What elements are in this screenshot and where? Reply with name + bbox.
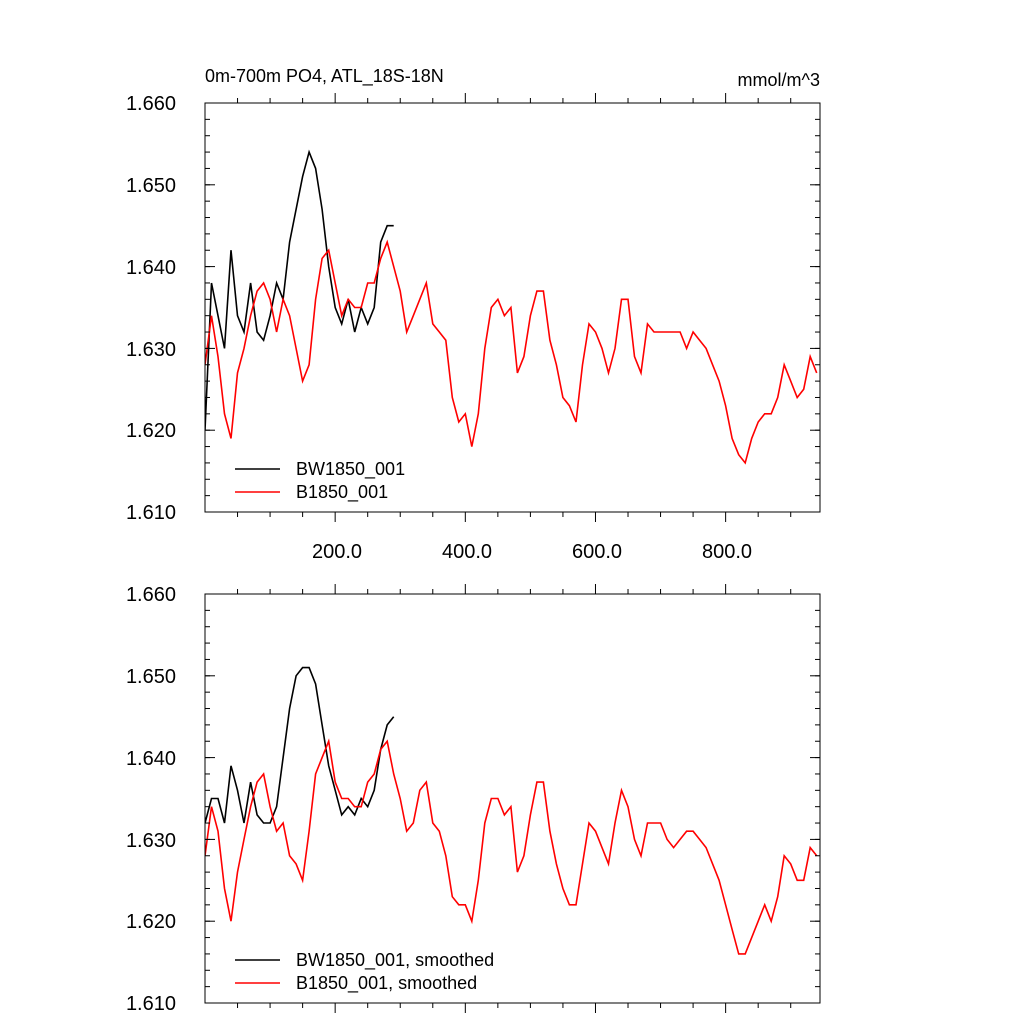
- top-chart-title: 0m-700m PO4, ATL_18S-18N: [205, 66, 444, 87]
- bottom-y-tick-label-1650: 1.650: [126, 666, 176, 688]
- top-x-tick-label-200: 200.0: [312, 541, 362, 563]
- top-units-label: mmol/m^3: [738, 70, 820, 90]
- bottom-y-tick-label-1610: 1.610: [126, 993, 176, 1015]
- bottom-legend: BW1850_001, smoothed B1850_001, smoothed: [235, 950, 494, 994]
- top-plot-frame: [204, 102, 821, 513]
- legend-label-bw1850-001: BW1850_001: [296, 459, 405, 480]
- top-y-tick-label-1630: 1.630: [126, 339, 176, 361]
- top-y-tick-label-1650: 1.650: [126, 175, 176, 197]
- top-axis-ticks: [205, 93, 820, 522]
- bottom-y-tick-label-1630: 1.630: [126, 830, 176, 852]
- top-y-tick-label-1620: 1.620: [126, 420, 176, 442]
- legend-label-bw1850-001-smoothed: BW1850_001, smoothed: [296, 950, 494, 971]
- top-x-tick-label-400: 400.0: [442, 541, 492, 563]
- top-panel: 0m-700m PO4, ATL_18S-18N mmol/m^3 1.660 …: [126, 66, 821, 563]
- bottom-y-tick-label-1640: 1.640: [126, 748, 176, 770]
- top-y-tick-label-1640: 1.640: [126, 257, 176, 279]
- legend-label-b1850-001: B1850_001: [296, 482, 388, 503]
- series-line-b1850-001: [205, 239, 818, 465]
- top-x-tick-label-600: 600.0: [572, 541, 622, 563]
- legend-label-b1850-001-smoothed: B1850_001, smoothed: [296, 973, 477, 994]
- top-y-tick-label-1610: 1.610: [126, 502, 176, 524]
- series-line-b1850-001-smoothed: [205, 738, 818, 955]
- top-legend: BW1850_001 B1850_001: [235, 459, 405, 503]
- top-x-tick-label-800: 800.0: [702, 541, 752, 563]
- series-line-bw1850-001: [205, 149, 394, 431]
- bottom-plot-frame: [204, 593, 821, 1004]
- series-line-bw1850-001-smoothed: [205, 666, 395, 824]
- top-y-tick-label-1660: 1.660: [126, 93, 176, 115]
- bottom-y-tick-label-1620: 1.620: [126, 911, 176, 933]
- bottom-panel: 1.660 1.650 1.640 1.630 1.620 1.610 BW18…: [126, 584, 821, 1015]
- bottom-axis-ticks: [205, 584, 820, 1013]
- bottom-y-tick-label-1660: 1.660: [126, 584, 176, 606]
